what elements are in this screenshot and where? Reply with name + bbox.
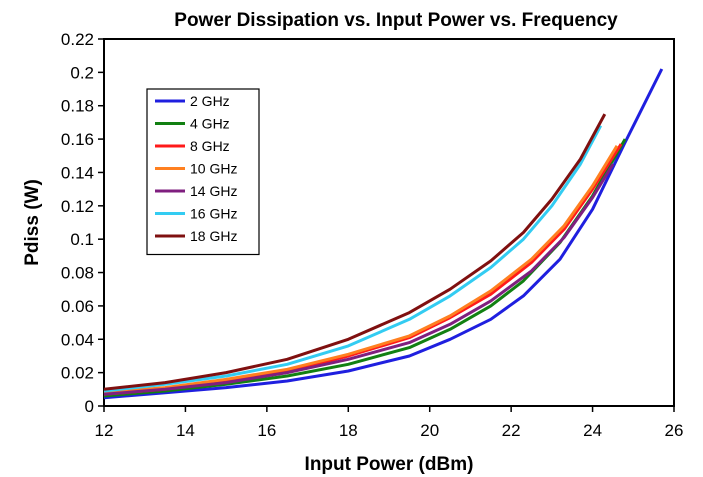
legend-label: 10 GHz — [190, 161, 237, 177]
y-tick-label: 0.12 — [61, 197, 94, 216]
series-line-1 — [103, 68, 664, 400]
legend-label: 2 GHz — [190, 93, 230, 109]
y-tick-label: 0.22 — [61, 30, 94, 49]
legend-box — [146, 88, 260, 256]
series-line-4 — [103, 145, 619, 395]
legend-label: 8 GHz — [190, 138, 230, 154]
axis-ticks: 12 14 16 18 20 22 24 26 0 0.02 0.04 0.06 0.08 0.1 0.12… — [61, 30, 684, 440]
legend-label: 4 GHz — [190, 116, 230, 132]
legend-label: 14 GHz — [190, 183, 237, 199]
x-tick-label: 22 — [502, 421, 521, 440]
x-tick-label: 26 — [665, 421, 684, 440]
y-tick-label: 0.18 — [61, 97, 94, 116]
x-tick-label: 14 — [176, 421, 195, 440]
series-line-7 — [103, 113, 607, 391]
y-tick-label: 0.2 — [70, 63, 94, 82]
y-tick-label: 0 — [85, 397, 94, 416]
series-line-6 — [103, 124, 603, 393]
legend: 2 GHz 4 GHz 8 GHz 10 GHz 14 GHz 16 GHz 18 GHz — [146, 88, 260, 256]
y-tick-label: 0.1 — [70, 230, 94, 249]
y-tick-label: 0.16 — [61, 130, 94, 149]
legend-label: 18 GHz — [190, 228, 237, 244]
y-tick-label: 0.04 — [61, 330, 94, 349]
y-tick-label: 0.08 — [61, 264, 94, 283]
x-tick-label: 16 — [257, 421, 276, 440]
legend-label: 16 GHz — [190, 206, 237, 222]
x-tick-label: 12 — [95, 421, 114, 440]
series-lines — [103, 68, 664, 400]
x-tick-label: 20 — [420, 421, 439, 440]
y-axis-label: Pdiss (W) — [22, 179, 43, 266]
y-tick-label: 0.06 — [61, 297, 94, 316]
chart-title: Power Dissipation vs. Input Power vs. Fr… — [174, 10, 618, 31]
series-line-5 — [103, 163, 615, 396]
x-tick-label: 24 — [583, 421, 602, 440]
x-axis-label: Input Power (dBm) — [305, 454, 474, 475]
x-tick-label: 18 — [339, 421, 358, 440]
y-tick-label: 0.02 — [61, 364, 94, 383]
y-tick-label: 0.14 — [61, 163, 94, 182]
